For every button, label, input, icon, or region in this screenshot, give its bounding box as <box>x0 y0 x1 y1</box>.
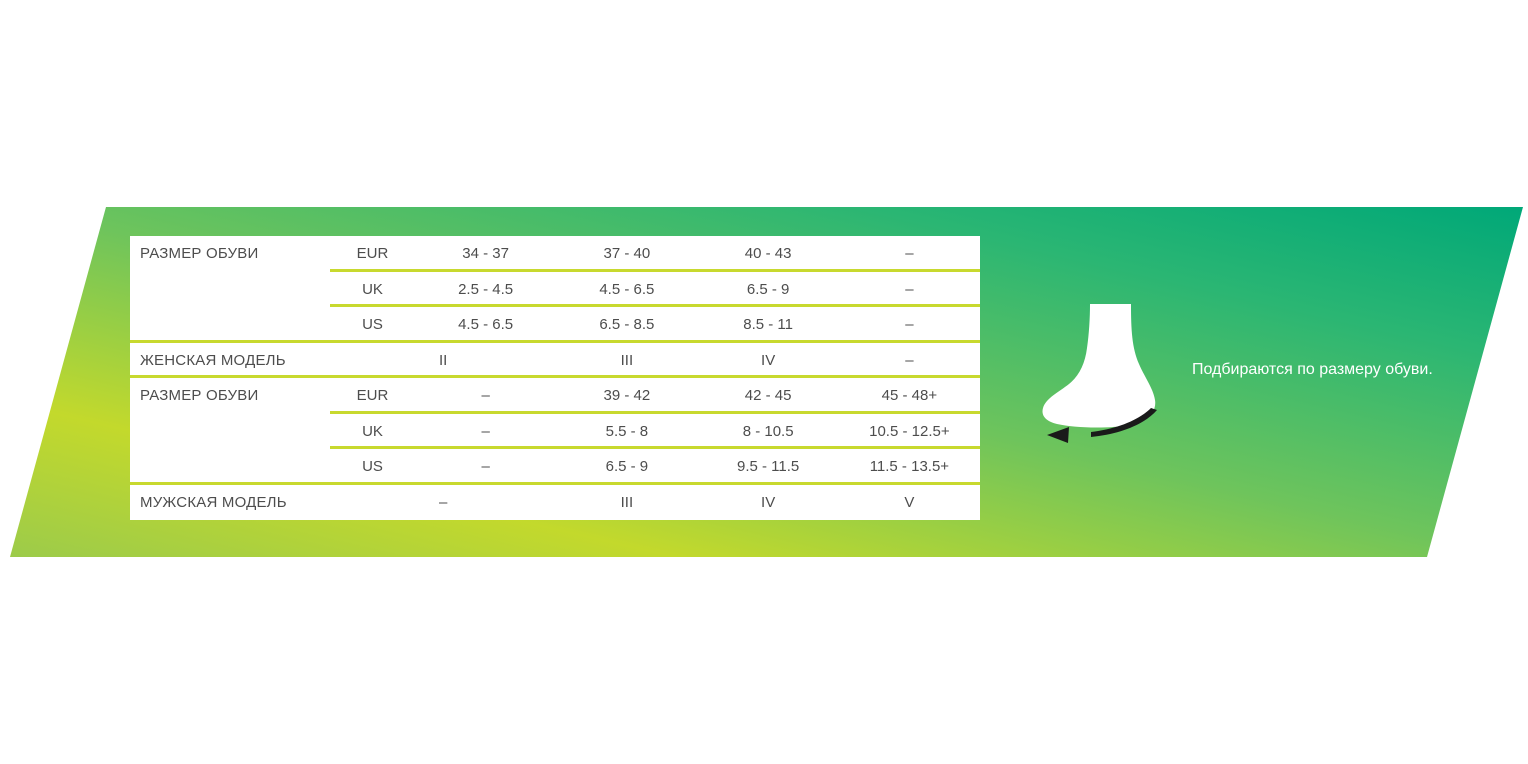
table-row: РАЗМЕР ОБУВИ EUR – 39 - 42 42 - 45 45 - … <box>130 378 980 414</box>
row-label-women-model: ЖЕНСКАЯ МОДЕЛЬ <box>140 351 286 369</box>
table-row: US 4.5 - 6.5 6.5 - 8.5 8.5 - 11 – <box>130 307 980 343</box>
cell-value: II <box>438 351 448 369</box>
cell-value: III <box>620 493 634 511</box>
row-label-shoe-size-men: РАЗМЕР ОБУВИ <box>140 387 259 405</box>
unit-cell-uk: UK <box>362 280 383 298</box>
cell-value: – <box>481 422 490 440</box>
cell-value: 8 - 10.5 <box>742 422 794 440</box>
size-chart-table: РАЗМЕР ОБУВИ EUR 34 - 37 37 - 40 40 - 43… <box>130 236 980 520</box>
table-row-model-men: МУЖСКАЯ МОДЕЛЬ – III IV V <box>130 485 980 521</box>
cell-value: – <box>905 280 914 298</box>
cell-value: 10.5 - 12.5+ <box>869 422 950 440</box>
cell-value: 6.5 - 9 <box>605 458 649 476</box>
table-section-women: РАЗМЕР ОБУВИ EUR 34 - 37 37 - 40 40 - 43… <box>130 236 980 378</box>
table-row: US – 6.5 - 9 9.5 - 11.5 11.5 - 13.5+ <box>130 449 980 485</box>
cell-value: 45 - 48+ <box>881 387 938 405</box>
cell-value: – <box>905 245 914 263</box>
unit-cell-eur: EUR <box>356 245 389 263</box>
row-divider <box>330 304 980 307</box>
model-values: II III IV – <box>330 352 980 369</box>
cell-value: IV <box>761 493 776 511</box>
cell-value: 4.5 - 6.5 <box>599 280 655 298</box>
cell-value: V <box>904 493 915 511</box>
cell-value: 6.5 - 9 <box>746 280 790 298</box>
unit-cell-us: US <box>362 458 383 476</box>
row-divider <box>330 410 980 414</box>
cell-value: 8.5 - 11 <box>743 316 793 334</box>
unit-cell-us: US <box>362 316 383 334</box>
table-row: РАЗМЕР ОБУВИ EUR 34 - 37 37 - 40 40 - 43… <box>130 236 980 272</box>
cell-value: 40 - 43 <box>744 245 792 263</box>
foot-sock-icon <box>1035 300 1185 455</box>
cell-value: IV <box>761 351 776 369</box>
cell-value: 42 - 45 <box>744 387 792 405</box>
cell-value: 5.5 - 8 <box>605 422 649 440</box>
unit-cell-uk: UK <box>362 422 383 440</box>
cell-value: 39 - 42 <box>603 387 651 405</box>
cell-value: 11.5 - 13.5+ <box>869 458 950 476</box>
section-divider <box>130 481 980 485</box>
cell-value: – <box>905 351 914 369</box>
row-label-shoe-size-women: РАЗМЕР ОБУВИ <box>140 245 259 263</box>
unit-cell-eur: EUR <box>356 387 389 405</box>
section-divider <box>130 375 980 378</box>
cell-value: 2.5 - 4.5 <box>458 280 514 298</box>
table-section-men: РАЗМЕР ОБУВИ EUR – 39 - 42 42 - 45 45 - … <box>130 378 980 520</box>
cell-value: – <box>481 458 490 476</box>
row-divider <box>330 446 980 449</box>
row-divider <box>330 268 980 272</box>
cell-value: 34 - 37 <box>462 245 509 263</box>
cell-value: – <box>481 387 490 405</box>
sock-caption-text: Подбираются по размеру обуви. <box>1192 361 1433 378</box>
cell-value: – <box>905 316 914 334</box>
cell-value: 9.5 - 11.5 <box>736 458 800 476</box>
cell-value: III <box>620 351 634 369</box>
table-row: UK – 5.5 - 8 8 - 10.5 10.5 - 12.5+ <box>130 414 980 449</box>
table-row-model-women: ЖЕНСКАЯ МОДЕЛЬ II III IV – <box>130 343 980 378</box>
cell-value: 37 - 40 <box>603 245 651 263</box>
section-divider <box>130 339 980 343</box>
cell-value: 6.5 - 8.5 <box>599 316 655 334</box>
row-label-men-model: МУЖСКАЯ МОДЕЛЬ <box>140 493 287 511</box>
cell-value: 4.5 - 6.5 <box>458 316 514 334</box>
table-row: UK 2.5 - 4.5 4.5 - 6.5 6.5 - 9 – <box>130 272 980 307</box>
cell-value: – <box>438 493 448 511</box>
model-values: – III IV V <box>330 494 980 511</box>
